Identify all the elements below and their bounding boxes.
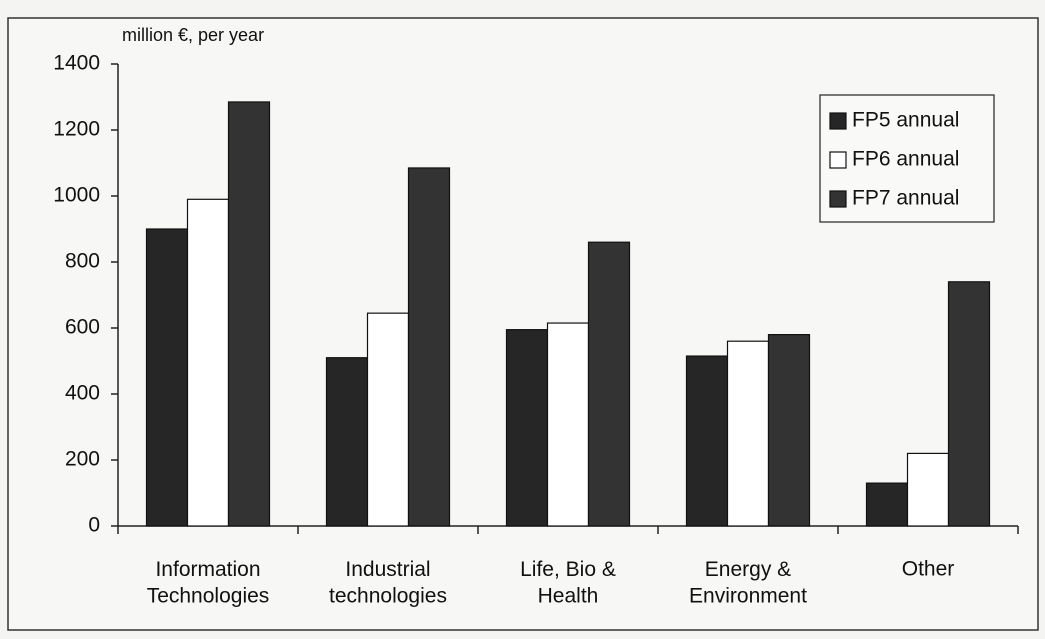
bar xyxy=(186,198,230,527)
bar xyxy=(366,312,410,527)
legend-box xyxy=(819,94,995,223)
bar xyxy=(145,228,189,527)
legend-swatch xyxy=(829,190,847,208)
bar xyxy=(587,241,631,527)
y-tick-label: 800 xyxy=(65,250,100,273)
bar xyxy=(767,334,811,527)
bar xyxy=(906,452,950,527)
legend-swatch xyxy=(829,112,847,130)
x-tick-label: Life, Bio & Health xyxy=(520,558,616,607)
bar xyxy=(726,340,770,527)
legend-label: FP5 annual xyxy=(852,109,959,132)
y-tick-label: 1400 xyxy=(53,52,100,75)
y-tick-label: 0 xyxy=(88,514,100,537)
y-axis-label: million €, per year xyxy=(122,25,264,45)
bar xyxy=(325,357,369,527)
x-tick-label: Energy & Environment xyxy=(689,558,807,607)
bar xyxy=(947,281,991,527)
bar xyxy=(865,482,909,527)
bar xyxy=(685,355,729,527)
x-tick-label: Information Technologies xyxy=(147,558,270,607)
legend-label: FP6 annual xyxy=(852,148,959,171)
legend-label: FP7 annual xyxy=(852,187,959,210)
y-tick-label: 400 xyxy=(65,382,100,405)
bar xyxy=(227,101,271,527)
y-tick-label: 200 xyxy=(65,448,100,471)
y-tick-label: 1000 xyxy=(53,184,100,207)
bar xyxy=(546,322,590,527)
x-tick-label: Other xyxy=(902,558,955,581)
x-tick-label: Industrial technologies xyxy=(329,558,447,607)
bar xyxy=(505,329,549,527)
bar xyxy=(407,167,451,527)
legend-swatch xyxy=(829,151,847,169)
y-tick-label: 600 xyxy=(65,316,100,339)
y-tick-label: 1200 xyxy=(53,118,100,141)
